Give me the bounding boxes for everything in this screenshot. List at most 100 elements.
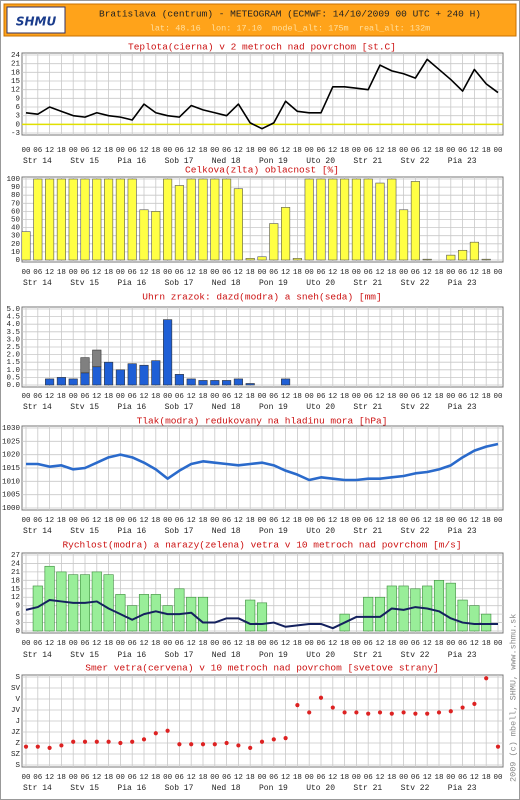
x-tick-label: 06 (269, 269, 279, 277)
day-label: Str 14 (23, 403, 52, 412)
x-tick-label: 06 (222, 774, 232, 782)
x-tick-label: 18 (387, 640, 396, 648)
x-tick-label: 00 (257, 147, 267, 155)
x-tick-label: 18 (104, 147, 113, 155)
y-tick-label: 80 (11, 192, 21, 200)
x-tick-label: 00 (116, 640, 126, 648)
x-tick-label: 06 (33, 517, 43, 525)
x-tick-label: 18 (340, 640, 349, 648)
x-tick-label: 18 (57, 393, 66, 401)
x-tick-label: 18 (57, 147, 66, 155)
day-label: Pia 16 (117, 279, 146, 288)
y-tick-label: 4.5 (6, 314, 20, 322)
x-tick-label: 06 (33, 774, 43, 782)
x-tick-label: 06 (364, 393, 374, 401)
day-label: Str 14 (23, 527, 52, 536)
y-tick-label: 0 (15, 121, 20, 129)
bar (257, 256, 267, 261)
day-label: Stv 22 (401, 784, 430, 793)
bar (151, 211, 161, 261)
day-label: Str 14 (23, 784, 52, 793)
point (130, 739, 135, 744)
x-tick-label: 06 (128, 269, 138, 277)
day-label: Pia 23 (448, 279, 477, 288)
x-tick-label: 00 (493, 269, 503, 277)
bar (410, 588, 421, 632)
point (401, 710, 406, 715)
point (413, 711, 418, 716)
y-tick-label: S (15, 674, 20, 682)
x-tick-label: 18 (293, 147, 302, 155)
bar (410, 181, 420, 261)
x-tick-label: 06 (222, 517, 232, 525)
day-label: Pia 16 (117, 527, 146, 536)
day-label: Str 21 (353, 527, 382, 536)
x-tick-label: 06 (80, 774, 90, 782)
x-tick-label: 06 (33, 269, 43, 277)
bar (33, 178, 43, 261)
y-tick-label: SZ (11, 751, 21, 759)
point (141, 737, 147, 742)
x-tick-label: 00 (352, 640, 362, 648)
x-tick-label: 00 (493, 393, 503, 401)
header-subtitle: lat: 48.16 lon: 17.10 model_alt: 175m re… (150, 23, 431, 33)
x-tick-label: 12 (45, 517, 54, 525)
bar (363, 596, 374, 632)
point (318, 695, 324, 700)
x-tick-label: 12 (375, 269, 384, 277)
bar (351, 178, 361, 261)
x-tick-label: 18 (434, 774, 443, 782)
day-label: Sob 17 (165, 784, 194, 793)
x-tick-label: 18 (151, 517, 160, 525)
bar (162, 605, 173, 632)
x-tick-label: 18 (246, 147, 255, 155)
x-tick-label: 12 (281, 393, 290, 401)
x-tick-label: 12 (470, 147, 479, 155)
point (425, 711, 430, 716)
point (153, 731, 158, 736)
x-tick-label: 12 (281, 640, 290, 648)
x-tick-label: 18 (340, 269, 349, 277)
y-tick-label: 50 (11, 216, 21, 224)
x-tick-label: 00 (21, 269, 31, 277)
x-tick-label: 12 (187, 269, 196, 277)
x-tick-label: 18 (246, 393, 255, 401)
x-tick-label: 18 (104, 640, 113, 648)
bar (245, 383, 255, 386)
y-tick-label: 90 (11, 184, 21, 192)
day-label: Stv 22 (401, 651, 430, 660)
point (59, 743, 64, 748)
x-tick-label: 12 (234, 774, 243, 782)
x-tick-label: 06 (364, 147, 374, 155)
bar (281, 378, 291, 386)
x-tick-label: 06 (33, 393, 43, 401)
x-tick-label: 12 (375, 147, 384, 155)
point (460, 705, 465, 710)
x-tick-label: 12 (187, 774, 196, 782)
x-tick-label: 00 (352, 147, 362, 155)
day-label: Str 21 (353, 784, 382, 793)
bar (446, 254, 456, 261)
y-tick-label: 0.0 (6, 382, 20, 390)
x-tick-label: 12 (139, 393, 148, 401)
bar (115, 178, 125, 261)
bar (375, 182, 385, 261)
point (118, 740, 123, 746)
x-tick-label: 00 (493, 147, 503, 155)
panel-title: Smer vetra(cervena) v 10 metroch nad pov… (85, 663, 438, 674)
x-tick-label: 18 (151, 393, 160, 401)
x-tick-label: 00 (493, 517, 503, 525)
y-tick-label: 1015 (2, 465, 21, 473)
y-tick-label: 6 (15, 104, 20, 112)
x-tick-label: 18 (293, 393, 302, 401)
y-tick-label: 1020 (2, 452, 21, 460)
x-tick-label: 00 (210, 269, 220, 277)
x-tick-label: 06 (458, 269, 468, 277)
x-tick-label: 00 (69, 269, 79, 277)
day-label: Pia 23 (448, 157, 477, 166)
x-tick-label: 00 (305, 393, 315, 401)
x-tick-label: 12 (328, 640, 337, 648)
point (35, 744, 40, 749)
y-tick-label: 3.5 (6, 329, 20, 337)
